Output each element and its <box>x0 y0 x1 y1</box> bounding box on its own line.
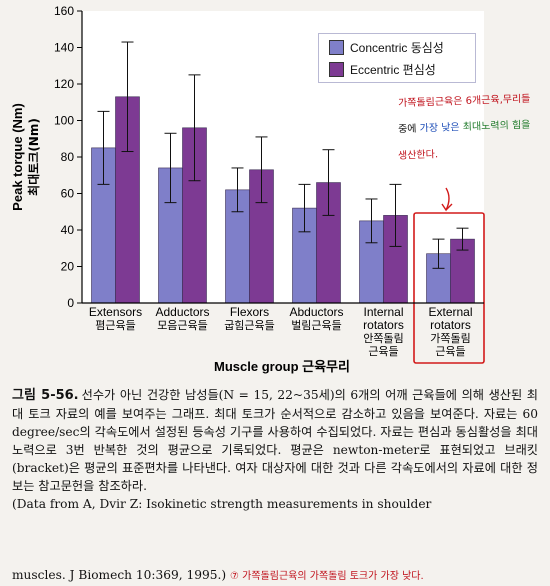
annotation-line1-b: 6개근육,무리들 <box>465 93 531 107</box>
legend-item-concentric: Concentric 동심성 <box>329 39 444 55</box>
legend-label-concentric: Concentric 동심성 <box>350 40 444 55</box>
category-label-en: rotators <box>363 318 404 332</box>
figure-caption: 그림 5-56. 선수가 아닌 건강한 남성들(N = 15, 22~35세)의 … <box>12 386 538 513</box>
category-label-en: Abductors <box>289 305 343 319</box>
legend: Concentric 동심성 Eccentric 편심성 <box>318 33 476 83</box>
external-rotators-highlight <box>413 212 485 364</box>
category-label-ko: 안쪽돌림 <box>363 332 403 345</box>
category-label-en: Extensors <box>89 305 142 319</box>
annotation-line2-a: 중에 <box>397 123 417 136</box>
y-tick-label: 100 <box>54 114 74 128</box>
legend-label-eccentric: Eccentric 편심성 <box>350 62 436 77</box>
y-axis-label: Peak torque (Nm) <box>10 103 25 211</box>
caption-last-line: muscles. J Biomech 10:369, 1995.) ⑦ 가쪽돌림… <box>12 566 538 586</box>
category-label-ko: 모음근육들 <box>157 319 208 332</box>
caption-citation: muscles. J Biomech 10:369, 1995.) <box>12 568 227 582</box>
category-label-ko: 근육들 <box>368 345 398 358</box>
y-tick-label: 0 <box>67 296 74 310</box>
x-axis-label: Muscle group 근육무리 <box>214 359 350 374</box>
y-tick-label: 60 <box>61 187 75 201</box>
category-label-en: Internal <box>363 305 403 319</box>
y-tick-label: 120 <box>54 77 74 91</box>
legend-item-eccentric: Eccentric 편심성 <box>329 61 436 77</box>
y-tick-label: 80 <box>61 150 75 164</box>
caption-handwritten-note: ⑦ 가쪽돌림근육의 가쪽돌림 토크가 가장 낮다. <box>230 571 424 582</box>
y-axis-ticks: 0 20 40 60 80 100 120 140 160 <box>54 4 82 310</box>
category-label-ko: 가쪽돌림 <box>430 332 470 345</box>
y-tick-label: 40 <box>61 223 75 237</box>
annotation-arrow <box>441 187 453 212</box>
category-label-en: rotators <box>430 318 471 332</box>
caption-source: (Data from A, Dvir Z: Isokinetic strengt… <box>12 497 432 511</box>
category-label-ko: 굽힘근육들 <box>224 319 275 332</box>
annotation-line2-green: 최대노력의 힘을 <box>462 119 531 134</box>
concentric-swatch <box>329 39 344 55</box>
eccentric-swatch <box>329 61 344 77</box>
category-label-ko: 벌림근육들 <box>291 319 342 332</box>
bars <box>91 41 475 304</box>
category-label-en: Adductors <box>155 305 209 319</box>
category-label-en: External <box>428 305 472 319</box>
y-axis-label-ko: 최대토크(Nm) <box>26 118 41 196</box>
y-tick-label: 160 <box>54 4 74 18</box>
y-tick-label: 20 <box>61 260 75 274</box>
annotation-line3: 생산한다. <box>397 149 439 162</box>
category-label-ko: 근육들 <box>435 345 465 358</box>
annotation-line2-blue: 가장 낮은 <box>419 122 460 135</box>
category-label-en: Flexors <box>230 305 269 319</box>
y-tick-label: 140 <box>54 41 74 55</box>
category-label-ko: 폄근육들 <box>95 319 135 332</box>
caption-label: 그림 5-56. <box>12 388 79 403</box>
caption-body: 선수가 아닌 건강한 남성들(N = 15, 22~35세)의 6개의 어깨 근… <box>12 388 538 493</box>
annotation-line1-a: 가쪽돌림근육은 <box>397 96 463 110</box>
